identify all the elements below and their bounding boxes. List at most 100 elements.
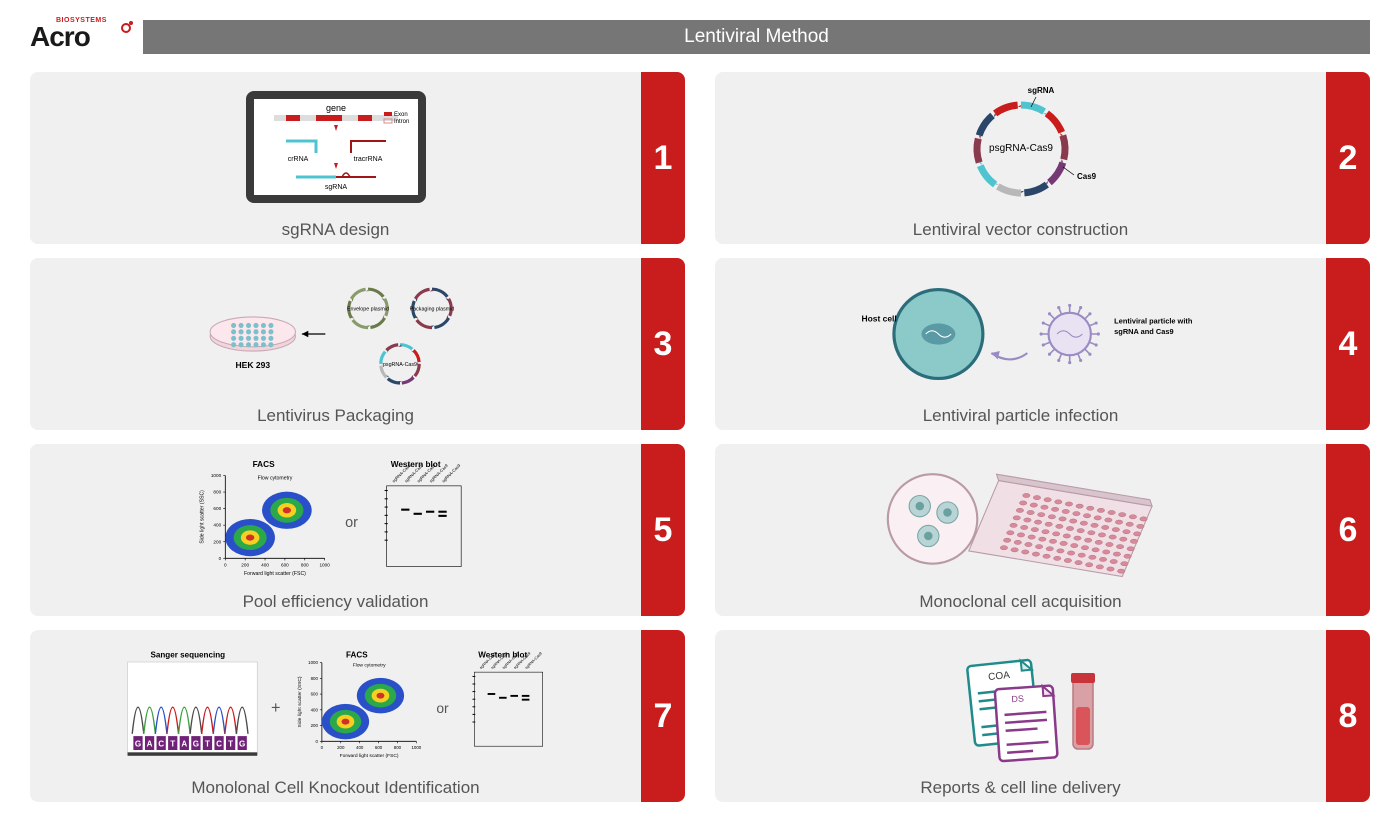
svg-text:400: 400 [355,745,363,750]
svg-text:DS: DS [1011,693,1024,704]
card-body: psgRNA-Cas9 sgRNA Cas9 Lentiviral vector… [715,72,1326,244]
step-caption: Lentiviral vector construction [913,220,1128,240]
step-card-4: Host cell Lentiviral particle with sgRNA… [715,258,1370,430]
step-number-tab: 1 [641,72,685,244]
svg-text:COA: COA [987,670,1010,683]
svg-text:Flow cytometry: Flow cytometry [352,663,386,669]
step-number-tab: 6 [1326,444,1370,616]
step-illustration-4: Host cell Lentiviral particle with sgRNA… [725,264,1316,404]
step-number-tab: 3 [641,258,685,430]
svg-text:1000: 1000 [210,473,221,478]
card-body: Host cell Lentiviral particle with sgRNA… [715,258,1326,430]
svg-text:400: 400 [213,523,221,528]
step-card-7: Sanger sequencing GACTAGTCTG + FACS 0020… [30,630,685,802]
svg-text:T: T [228,740,233,749]
svg-text:FACS: FACS [252,460,275,469]
svg-text:tracrRNA: tracrRNA [353,156,382,163]
infographic-root: BIOSYSTEMS Acro Lentiviral Method gene E… [0,0,1400,822]
logo: BIOSYSTEMS Acro [30,21,125,53]
step-card-3: HEK 293 Envelope plasmid Packaging plasm… [30,258,685,430]
svg-text:G: G [134,740,140,749]
svg-text:HEK 293: HEK 293 [235,360,270,370]
step-illustration-8: COA DS [725,636,1316,776]
step-card-1: gene Exon Intron crRNA tracrRNA sgRNA sg… [30,72,685,244]
svg-text:T: T [170,740,175,749]
svg-text:gene: gene [325,103,345,113]
step-card-2: psgRNA-Cas9 sgRNA Cas9 Lentiviral vector… [715,72,1370,244]
svg-text:crRNA: crRNA [287,156,308,163]
svg-text:200: 200 [241,563,249,568]
step-caption: Monolonal Cell Knockout Identification [191,778,479,798]
step-number-tab: 2 [1326,72,1370,244]
svg-text:Packaging plasmid: Packaging plasmid [409,307,454,313]
logo-dot-icon [121,23,131,33]
step-number-tab: 7 [641,630,685,802]
svg-text:1000: 1000 [411,745,421,750]
svg-text:C: C [158,740,164,749]
logo-text: Acro [30,21,125,53]
step-card-5: FACS 0020020040040060060080080010001000 … [30,444,685,616]
step-caption: Lentivirus Packaging [257,406,414,426]
card-body: Sanger sequencing GACTAGTCTG + FACS 0020… [30,630,641,802]
step-illustration-1: gene Exon Intron crRNA tracrRNA sgRNA [40,78,631,218]
svg-text:or: or [345,515,358,531]
card-body: gene Exon Intron crRNA tracrRNA sgRNA sg… [30,72,641,244]
step-caption: sgRNA design [282,220,390,240]
svg-text:Flow cytometry: Flow cytometry [257,476,292,482]
card-body: FACS 0020020040040060060080080010001000 … [30,444,641,616]
step-illustration-3: HEK 293 Envelope plasmid Packaging plasm… [40,264,631,404]
svg-text:600: 600 [374,745,382,750]
step-illustration-2: psgRNA-Cas9 sgRNA Cas9 [725,78,1316,218]
svg-text:FACS: FACS [346,650,368,659]
svg-text:800: 800 [310,676,318,681]
step-illustration-6 [725,450,1316,590]
svg-text:0: 0 [320,745,323,750]
svg-text:sgRNA: sgRNA [1027,86,1054,95]
step-caption: Pool efficiency validation [243,592,429,612]
step-caption: Reports & cell line delivery [920,778,1120,798]
svg-text:Intron: Intron [394,119,409,125]
step-number-tab: 8 [1326,630,1370,802]
card-body: HEK 293 Envelope plasmid Packaging plasm… [30,258,641,430]
header: BIOSYSTEMS Acro Lentiviral Method [30,20,1370,54]
svg-text:Lentiviral particle with: Lentiviral particle with [1114,316,1193,325]
step-caption: Monoclonal cell acquisition [919,592,1121,612]
svg-text:600: 600 [213,506,221,511]
svg-text:Host cell: Host cell [861,313,896,323]
steps-grid: gene Exon Intron crRNA tracrRNA sgRNA sg… [30,72,1370,802]
svg-text:800: 800 [213,490,221,495]
svg-text:Cas9: Cas9 [1077,172,1097,181]
svg-text:sgRNA: sgRNA [324,184,347,191]
svg-text:0: 0 [218,556,221,561]
svg-text:A: A [181,740,187,749]
svg-text:800: 800 [393,745,401,750]
step-card-6: Monoclonal cell acquisition 6 [715,444,1370,616]
step-caption: Lentiviral particle infection [923,406,1119,426]
page-title: Lentiviral Method [143,20,1370,54]
step-illustration-5: FACS 0020020040040060060080080010001000 … [40,450,631,590]
svg-text:psgRNA-Cas9: psgRNA-Cas9 [382,362,416,368]
svg-text:1000: 1000 [319,563,330,568]
svg-text:Forward light scatter (FSC): Forward light scatter (FSC) [244,571,306,577]
svg-text:600: 600 [281,563,289,568]
svg-text:Envelope plasmid: Envelope plasmid [346,307,388,313]
svg-text:200: 200 [337,745,345,750]
card-body: Monoclonal cell acquisition [715,444,1326,616]
svg-text:sgRNA and Cas9: sgRNA and Cas9 [1114,327,1173,336]
card-body: COA DS Reports & cell line deli [715,630,1326,802]
svg-text:A: A [146,740,152,749]
svg-text:Side light scatter (SSC): Side light scatter (SSC) [297,676,303,727]
svg-text:200: 200 [213,539,221,544]
svg-text:T: T [204,740,209,749]
svg-text:Sanger sequencing: Sanger sequencing [150,650,225,659]
svg-text:600: 600 [310,692,318,697]
svg-text:Exon: Exon [394,112,408,118]
svg-text:800: 800 [300,563,308,568]
svg-text:400: 400 [261,563,269,568]
svg-text:200: 200 [310,723,318,728]
svg-text:psgRNA-Cas9: psgRNA-Cas9 [989,143,1053,154]
svg-text:Side light scatter (SSC): Side light scatter (SSC) [199,490,205,544]
svg-text:G: G [239,740,245,749]
step-card-8: COA DS Reports & cell line deli [715,630,1370,802]
step-illustration-7: Sanger sequencing GACTAGTCTG + FACS 0020… [40,636,631,776]
